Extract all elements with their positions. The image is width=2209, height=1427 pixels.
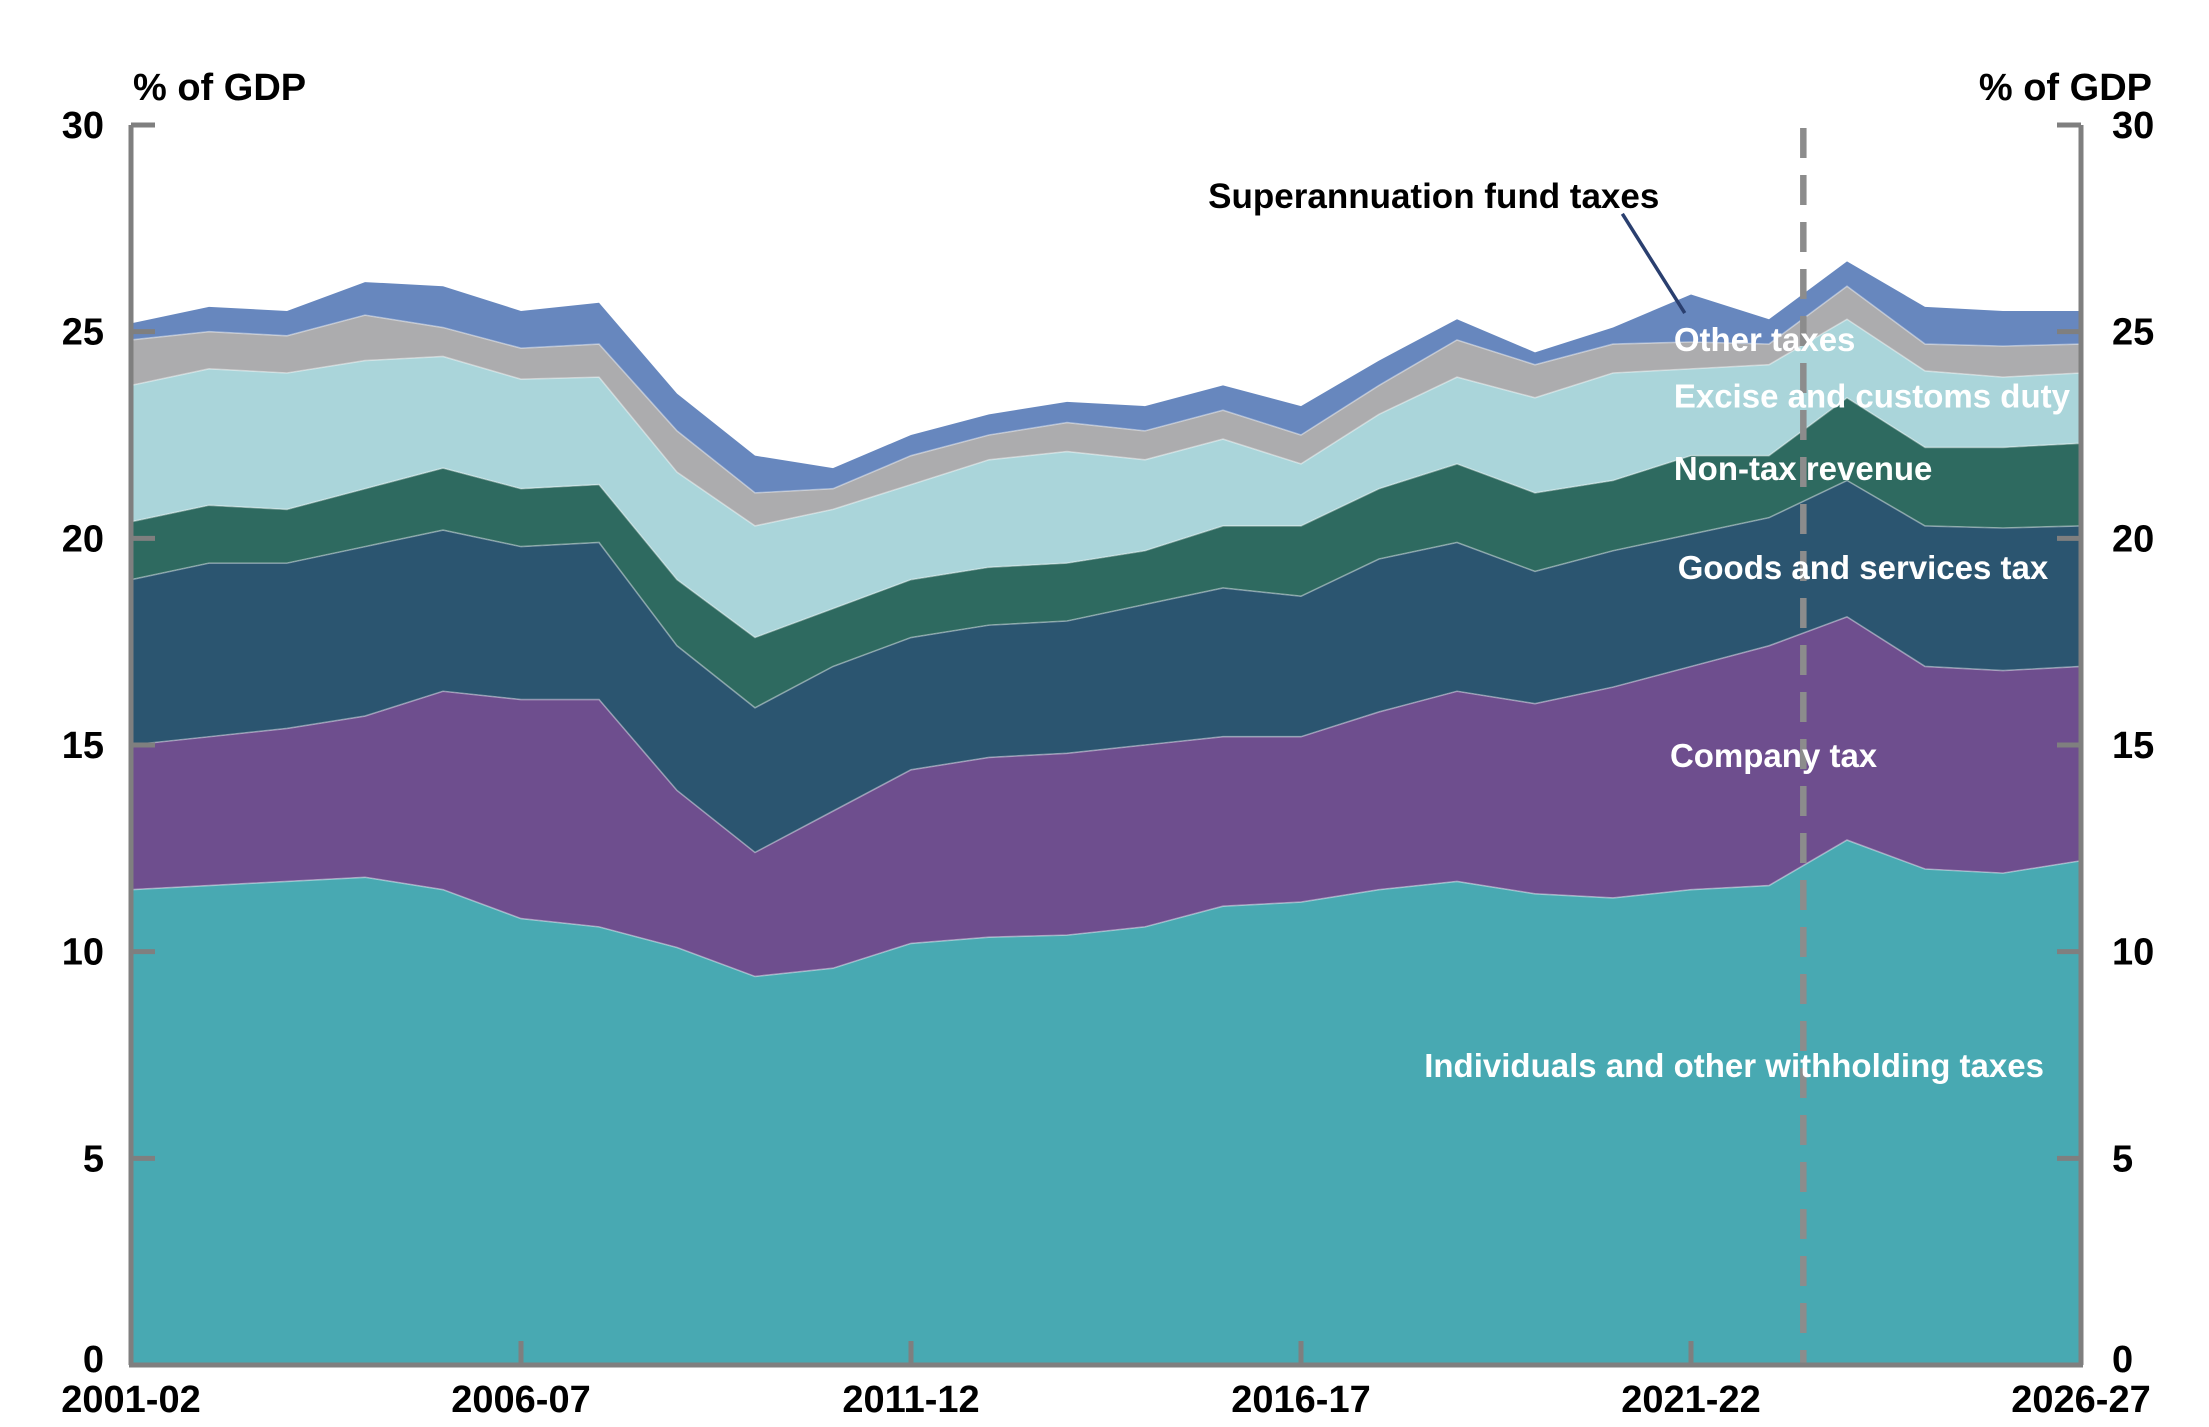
x-tick-label: 2016-17 xyxy=(1231,1379,1370,1421)
y-tick-label-right: 20 xyxy=(2112,518,2154,560)
band-boundary-line xyxy=(130,479,2082,709)
y-tick-label-right: 30 xyxy=(2112,105,2154,147)
area-individuals-and-other-withholding-taxes xyxy=(131,840,2081,1365)
non-tax-label: Non-tax revenue xyxy=(1674,450,1933,487)
excise-label: Excise and customs duty xyxy=(1674,378,2071,415)
individuals-label: Individuals and other withholding taxes xyxy=(1424,1047,2044,1084)
band-boundary-line xyxy=(130,285,2082,494)
y-axis-title-right: % of GDP xyxy=(1979,67,2152,109)
area-series-group xyxy=(130,261,2082,1365)
y-tick-label-left: 30 xyxy=(62,105,104,147)
other-taxes-label: Other taxes xyxy=(1674,321,1856,358)
callout-leader-line xyxy=(1620,212,1687,314)
y-tick-label-left: 0 xyxy=(83,1339,104,1381)
band-boundary-line xyxy=(130,318,2082,527)
y-tick-label-right: 0 xyxy=(2112,1339,2133,1381)
y-tick-label-right: 10 xyxy=(2112,932,2154,974)
x-tick-label: 2011-12 xyxy=(842,1379,979,1421)
y-tick-label-right: 15 xyxy=(2112,725,2154,767)
superannuation-label: Superannuation fund taxes xyxy=(1208,177,1659,216)
y-tick-label-left: 5 xyxy=(83,1138,104,1180)
y-axis-title-left: % of GDP xyxy=(133,67,306,109)
tick-label-group: 0 0 5 5 10 10 15 15 20 20 25 25 30 30 2001-02 2006-07 20… xyxy=(61,105,2154,1421)
y-tick-label-left: 10 xyxy=(62,932,104,974)
band-boundary-line xyxy=(130,839,2082,978)
x-tick-label: 2001-02 xyxy=(61,1379,200,1421)
area-excise-and-customs-duty xyxy=(131,319,2081,638)
band-boundary-line xyxy=(130,615,2082,854)
axes-group xyxy=(128,122,2084,1368)
x-tick-label: 2006-07 xyxy=(451,1379,590,1421)
x-tick-label: 2021-22 xyxy=(1621,1379,1760,1421)
y-tick-label-right: 5 xyxy=(2112,1138,2133,1180)
x-tick-label: 2026-27 xyxy=(2011,1379,2150,1421)
y-tick-label-left: 15 xyxy=(62,725,104,767)
band-boundary-line xyxy=(130,396,2082,639)
y-tick-label-left: 20 xyxy=(62,518,104,560)
gst-label: Goods and services tax xyxy=(1678,549,2049,586)
area-company-tax xyxy=(131,616,2081,977)
company-label: Company tax xyxy=(1670,737,1878,774)
area-non-tax-revenue xyxy=(131,397,2081,708)
area-goods-and-services-tax xyxy=(131,480,2081,853)
y-tick-label-right: 25 xyxy=(2112,312,2154,354)
series-label-group: Superannuation fund taxes Other taxes Exci… xyxy=(1208,177,2070,1084)
y-tick-label-left: 25 xyxy=(62,312,104,354)
area-superannuation-fund-taxes xyxy=(131,261,2081,493)
